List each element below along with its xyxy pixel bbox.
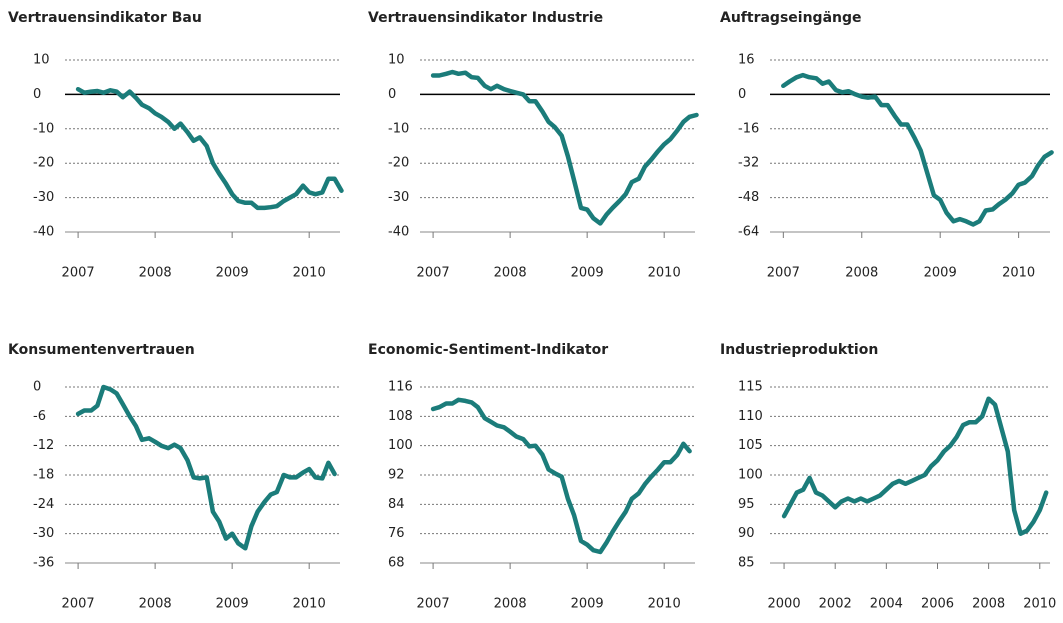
y-tick-label: -16 (738, 121, 759, 136)
panel: Auftragseingänge -64 -48 -32 -16 0 16 2007 2008 2… (720, 10, 1054, 281)
y-tick-label: -30 (33, 526, 54, 541)
x-tick-label: 2002 (819, 597, 852, 612)
panel: Industrieproduktion 85 90 95 100 105 110 115 200… (720, 342, 1056, 612)
x-tick-label: 2007 (417, 266, 450, 281)
x-tick-label: 2009 (216, 597, 249, 612)
panel: Vertrauensindikator Industrie -40 -30 -20 -1… (368, 10, 699, 281)
y-tick-label: 100 (738, 468, 763, 483)
y-tick-label: -10 (33, 121, 54, 136)
x-tick-label: 2009 (924, 266, 957, 281)
y-tick-label: -30 (388, 190, 409, 205)
x-tick-label: 2000 (768, 597, 801, 612)
x-tick-label: 2008 (494, 597, 527, 612)
y-tick-label: -12 (33, 438, 54, 453)
x-tick-label: 2007 (767, 266, 800, 281)
y-tick-label: 10 (388, 53, 405, 68)
y-tick-label: 110 (738, 409, 763, 424)
data-line (430, 69, 699, 226)
y-tick-label: -20 (388, 156, 409, 171)
x-tick-label: 2008 (139, 266, 172, 281)
y-tick-label: 92 (388, 468, 405, 483)
panel: Konsumentenvertrauen -36 -30 -24 -18 -12 -6 0 20… (8, 342, 340, 612)
data-line (430, 397, 692, 555)
y-tick-label: -48 (738, 190, 759, 205)
y-tick-label: 0 (388, 87, 396, 102)
y-tick-label: 76 (388, 526, 405, 541)
y-tick-label: 95 (738, 497, 755, 512)
y-tick-label: -32 (738, 156, 759, 171)
y-tick-label: -6 (33, 409, 46, 424)
panel: Vertrauensindikator Bau -40 -30 -20 -10 0 10 20… (8, 10, 344, 281)
y-tick-label: -40 (33, 225, 54, 240)
x-tick-label: 2009 (571, 266, 604, 281)
x-tick-label: 2010 (1002, 266, 1035, 281)
y-tick-label: -36 (33, 556, 54, 571)
y-tick-label: -40 (388, 225, 409, 240)
x-tick-label: 2010 (648, 597, 681, 612)
y-tick-label: 105 (738, 438, 763, 453)
x-tick-label: 2006 (921, 597, 954, 612)
y-tick-label: 84 (388, 497, 405, 512)
y-tick-label: -24 (33, 497, 54, 512)
x-tick-label: 2007 (62, 266, 95, 281)
y-tick-label: 115 (738, 380, 763, 395)
y-tick-label: 10 (33, 53, 50, 68)
data-line (781, 396, 1049, 536)
x-tick-label: 2004 (870, 597, 903, 612)
panel: Economic-Sentiment-Indikator 68 76 84 92 100 1… (368, 342, 695, 612)
panel-title: Vertrauensindikator Bau (8, 10, 202, 26)
y-tick-label: 90 (738, 526, 755, 541)
x-tick-label: 2008 (845, 266, 878, 281)
panel-title: Auftragseingänge (720, 10, 862, 26)
y-tick-label: -18 (33, 468, 54, 483)
y-tick-label: 0 (33, 380, 41, 395)
panel-title: Economic-Sentiment-Indikator (368, 342, 608, 358)
x-tick-label: 2010 (648, 266, 681, 281)
y-tick-label: 85 (738, 556, 755, 571)
x-tick-label: 2008 (494, 266, 527, 281)
y-tick-label: 108 (388, 409, 413, 424)
y-tick-label: 100 (388, 438, 413, 453)
data-line (75, 384, 337, 551)
y-tick-label: -30 (33, 190, 54, 205)
panel-title: Industrieproduktion (720, 342, 878, 358)
panel-title: Konsumentenvertrauen (8, 342, 195, 358)
x-tick-label: 2010 (293, 597, 326, 612)
y-tick-label: 0 (33, 87, 41, 102)
x-tick-label: 2007 (417, 597, 450, 612)
y-tick-label: 16 (738, 53, 755, 68)
data-line (75, 86, 344, 211)
y-tick-label: -20 (33, 156, 54, 171)
x-tick-label: 2009 (216, 266, 249, 281)
data-line (781, 72, 1054, 227)
x-tick-label: 2010 (293, 266, 326, 281)
y-tick-label: -10 (388, 121, 409, 136)
x-tick-label: 2009 (571, 597, 604, 612)
x-tick-label: 2007 (62, 597, 95, 612)
panel-title: Vertrauensindikator Industrie (368, 10, 603, 26)
y-tick-label: -64 (738, 225, 759, 240)
x-tick-label: 2008 (972, 597, 1005, 612)
x-tick-label: 2008 (139, 597, 172, 612)
x-tick-label: 2010 (1023, 597, 1056, 612)
y-tick-label: 0 (738, 87, 746, 102)
y-tick-label: 116 (388, 380, 413, 395)
y-tick-label: 68 (388, 556, 405, 571)
